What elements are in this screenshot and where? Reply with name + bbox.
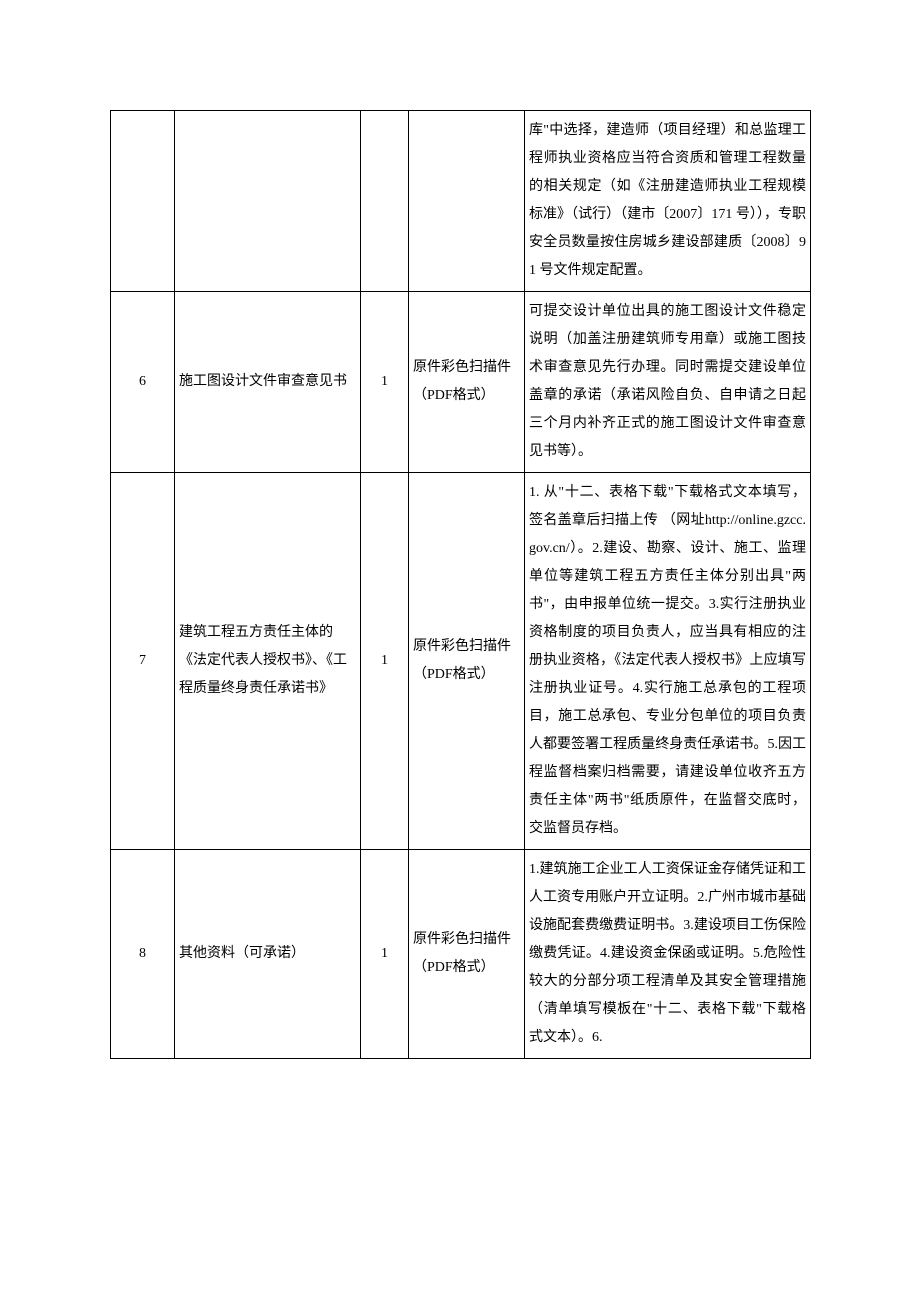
cell-qty: 1 [361,850,409,1059]
cell-num: 8 [111,850,175,1059]
cell-desc: 库"中选择，建造师（项目经理）和总监理工程师执业资格应当符合资质和管理工程数量的… [525,111,811,292]
table-row: 8 其他资料（可承诺） 1 原件彩色扫描件 （PDF格式） 1.建筑施工企业工人… [111,850,811,1059]
cell-format [409,111,525,292]
cell-num: 7 [111,473,175,850]
cell-desc: 可提交设计单位出具的施工图设计文件稳定说明（加盖注册建筑师专用章）或施工图技术审… [525,292,811,473]
cell-desc: 1. 从"十二、表格下载"下载格式文本填写，签名盖章后扫描上传 （网址http:… [525,473,811,850]
cell-name [175,111,361,292]
cell-qty [361,111,409,292]
table-row: 库"中选择，建造师（项目经理）和总监理工程师执业资格应当符合资质和管理工程数量的… [111,111,811,292]
cell-desc: 1.建筑施工企业工人工资保证金存储凭证和工人工资专用账户开立证明。2.广州市城市… [525,850,811,1059]
cell-format: 原件彩色扫描件 （PDF格式） [409,850,525,1059]
cell-qty: 1 [361,473,409,850]
table-row: 6 施工图设计文件审查意见书 1 原件彩色扫描件 （PDF格式） 可提交设计单位… [111,292,811,473]
cell-format: 原件彩色扫描件 （PDF格式） [409,292,525,473]
table-body: 库"中选择，建造师（项目经理）和总监理工程师执业资格应当符合资质和管理工程数量的… [111,111,811,1059]
document-table: 库"中选择，建造师（项目经理）和总监理工程师执业资格应当符合资质和管理工程数量的… [110,110,811,1059]
cell-qty: 1 [361,292,409,473]
cell-name: 其他资料（可承诺） [175,850,361,1059]
table-row: 7 建筑工程五方责任主体的《法定代表人授权书》、《工程质量终身责任承诺书》 1 … [111,473,811,850]
cell-num: 6 [111,292,175,473]
cell-name: 施工图设计文件审查意见书 [175,292,361,473]
cell-format: 原件彩色扫描件 （PDF格式） [409,473,525,850]
cell-num [111,111,175,292]
cell-name: 建筑工程五方责任主体的《法定代表人授权书》、《工程质量终身责任承诺书》 [175,473,361,850]
